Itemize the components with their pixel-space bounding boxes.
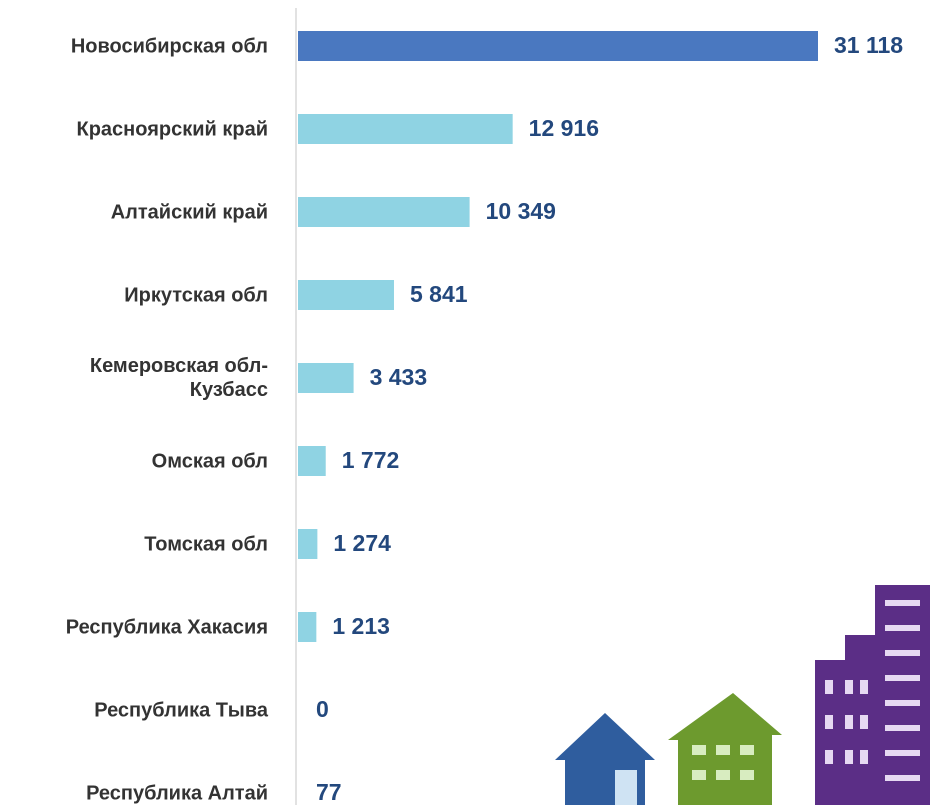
bar <box>298 114 513 144</box>
bar <box>298 529 317 559</box>
bar <box>298 280 394 310</box>
bar <box>298 363 354 393</box>
category-label: Новосибирская обл <box>71 35 268 57</box>
value-label: 5 841 <box>410 281 468 307</box>
bar <box>298 31 818 61</box>
bar <box>298 612 316 642</box>
bar <box>298 446 326 476</box>
category-label: Иркутская обл <box>124 284 268 306</box>
value-label: 12 916 <box>529 115 599 141</box>
category-label: Омская обл <box>152 450 268 472</box>
buildings-illustration <box>555 585 930 805</box>
bar <box>298 197 470 227</box>
value-label: 1 274 <box>333 530 391 556</box>
category-label: Республика Хакасия <box>66 616 268 638</box>
value-label: 1 213 <box>332 613 390 639</box>
category-label: Алтайский край <box>111 201 268 223</box>
chart: Новосибирская обл 31 118 Красноярский край… <box>0 0 944 805</box>
value-label: 77 <box>316 779 342 805</box>
category-label: Республика Алтай <box>86 782 268 804</box>
value-label: 1 772 <box>342 447 400 473</box>
value-label: 3 433 <box>370 364 428 390</box>
category-label: Томская обл <box>144 533 268 555</box>
value-label: 10 349 <box>486 198 556 224</box>
category-label: Кемеровская обл-Кузбасс <box>90 355 268 401</box>
category-label: Республика Тыва <box>94 699 269 721</box>
category-label: Красноярский край <box>76 118 268 140</box>
value-label: 31 118 <box>834 32 903 58</box>
value-label: 0 <box>316 696 329 722</box>
